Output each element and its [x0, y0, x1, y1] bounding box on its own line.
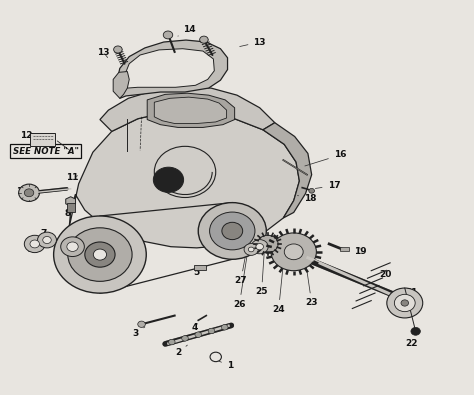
Circle shape [248, 247, 254, 252]
Text: 9: 9 [67, 198, 74, 207]
Text: 25: 25 [255, 252, 268, 297]
Circle shape [222, 222, 243, 240]
Text: 22: 22 [406, 332, 418, 348]
Circle shape [210, 352, 221, 362]
Text: 18: 18 [298, 194, 317, 203]
Circle shape [138, 321, 146, 327]
Circle shape [182, 336, 188, 341]
Polygon shape [194, 265, 206, 270]
Circle shape [68, 228, 132, 281]
Text: 16: 16 [305, 150, 346, 166]
Circle shape [61, 237, 84, 256]
Polygon shape [263, 123, 312, 218]
Circle shape [43, 237, 51, 244]
Circle shape [93, 249, 107, 260]
Text: 7: 7 [40, 229, 53, 238]
Circle shape [24, 235, 45, 253]
Text: 12: 12 [20, 131, 40, 140]
Circle shape [309, 188, 315, 193]
Circle shape [30, 240, 39, 248]
Text: 13: 13 [98, 48, 110, 58]
Circle shape [210, 212, 255, 250]
Circle shape [168, 339, 175, 345]
Circle shape [284, 244, 303, 260]
Text: 11: 11 [66, 173, 79, 182]
Text: 7: 7 [27, 245, 38, 254]
Text: 20: 20 [380, 270, 392, 279]
Text: 27: 27 [235, 241, 248, 286]
Text: 26: 26 [233, 256, 247, 309]
Circle shape [198, 203, 266, 259]
Circle shape [200, 36, 208, 43]
Circle shape [221, 325, 228, 330]
Circle shape [163, 31, 173, 39]
Circle shape [387, 288, 423, 318]
Text: 8: 8 [64, 209, 74, 218]
Circle shape [54, 216, 146, 293]
Text: 21: 21 [406, 288, 418, 297]
Polygon shape [117, 40, 228, 98]
Circle shape [114, 46, 122, 53]
Text: 19: 19 [355, 247, 367, 256]
Circle shape [208, 328, 215, 334]
Text: 4: 4 [191, 323, 198, 332]
Polygon shape [113, 71, 129, 98]
Circle shape [251, 240, 268, 254]
Text: 15: 15 [170, 100, 183, 112]
Polygon shape [30, 133, 55, 145]
Circle shape [257, 235, 278, 253]
Circle shape [256, 244, 264, 250]
Text: 13: 13 [240, 38, 266, 47]
Circle shape [244, 244, 258, 255]
Circle shape [394, 294, 415, 312]
Polygon shape [69, 112, 300, 248]
Polygon shape [155, 97, 227, 124]
Text: 1: 1 [218, 361, 233, 371]
Text: 14: 14 [178, 24, 196, 36]
Polygon shape [125, 49, 214, 88]
Polygon shape [100, 87, 275, 132]
Text: 5: 5 [194, 268, 204, 277]
Circle shape [271, 233, 317, 271]
Polygon shape [147, 93, 235, 128]
Text: SEE NOTE "A": SEE NOTE "A" [12, 147, 79, 156]
Text: 6: 6 [75, 254, 88, 263]
Bar [67, 203, 75, 213]
Text: 23: 23 [305, 264, 318, 307]
Text: 24: 24 [272, 266, 285, 314]
Circle shape [37, 232, 56, 248]
Circle shape [195, 332, 201, 337]
Circle shape [24, 189, 34, 197]
Text: 3: 3 [132, 327, 145, 338]
Circle shape [67, 242, 78, 252]
Text: 2: 2 [175, 345, 187, 357]
Text: 10: 10 [16, 187, 33, 196]
Circle shape [85, 242, 115, 267]
Circle shape [18, 184, 39, 201]
Polygon shape [66, 197, 75, 206]
Circle shape [154, 167, 183, 192]
Circle shape [401, 300, 409, 306]
Bar [340, 247, 348, 251]
Text: 17: 17 [315, 181, 340, 190]
Circle shape [411, 327, 420, 335]
